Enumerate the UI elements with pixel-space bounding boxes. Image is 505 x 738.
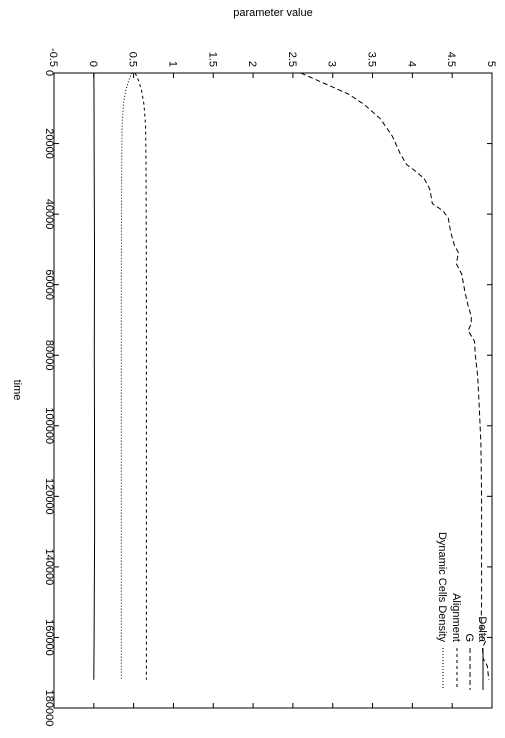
y-tick-label: 0 bbox=[87, 61, 99, 67]
y-tick-label: -0.5 bbox=[47, 48, 59, 67]
series-line-alignment bbox=[134, 72, 147, 680]
y-tick-label: 3.5 bbox=[366, 52, 378, 67]
y-tick-label: 4 bbox=[405, 61, 417, 67]
y-tick-label: 5 bbox=[485, 61, 497, 67]
x-tick-label: 100000 bbox=[43, 407, 55, 444]
y-tick-label: 2 bbox=[246, 61, 258, 67]
x-tick-label: 180000 bbox=[43, 690, 55, 727]
legend-label: G bbox=[463, 633, 475, 642]
series-line-dynamic-cells-density bbox=[120, 72, 133, 680]
x-axis-title: time bbox=[11, 380, 23, 401]
y-tick-label: 3 bbox=[326, 61, 338, 67]
series-lines bbox=[93, 72, 490, 680]
y-tick-label: 0.5 bbox=[127, 52, 139, 67]
x-axis-title-group: time bbox=[11, 380, 23, 401]
x-tick-label: 20000 bbox=[43, 128, 55, 159]
x-tick-label: 0 bbox=[43, 70, 55, 76]
legend-label: Alignment bbox=[450, 593, 462, 642]
y-axis-title-group: parameter value bbox=[233, 7, 313, 19]
y-tick-label: 4.5 bbox=[445, 52, 457, 67]
x-tick-label: 140000 bbox=[43, 549, 55, 586]
series-line-delta bbox=[93, 72, 96, 680]
y-tick-label: 1 bbox=[166, 61, 178, 67]
y-axis-ticks: -0.5 0 0.5 1 1.5 2 2.5 3 3.5 4 4.5 5 bbox=[47, 48, 497, 708]
series-line-g bbox=[300, 72, 490, 680]
plot-frame bbox=[53, 72, 493, 709]
x-axis-ticks: 0 20000 40000 60000 80000 100000 120000 140000 1… bbox=[43, 70, 492, 726]
legend-label: Delta bbox=[476, 616, 488, 643]
x-tick-label: 60000 bbox=[43, 269, 55, 300]
x-tick-label: 120000 bbox=[43, 478, 55, 515]
x-tick-label: 80000 bbox=[43, 340, 55, 371]
y-tick-label: 2.5 bbox=[286, 52, 298, 67]
y-axis-title: parameter value bbox=[233, 7, 313, 19]
x-tick-label: 40000 bbox=[43, 199, 55, 230]
legend-label: Dynamic Cells Density bbox=[436, 532, 448, 643]
y-tick-label: 1.5 bbox=[206, 52, 218, 67]
x-tick-label: 160000 bbox=[43, 619, 55, 656]
